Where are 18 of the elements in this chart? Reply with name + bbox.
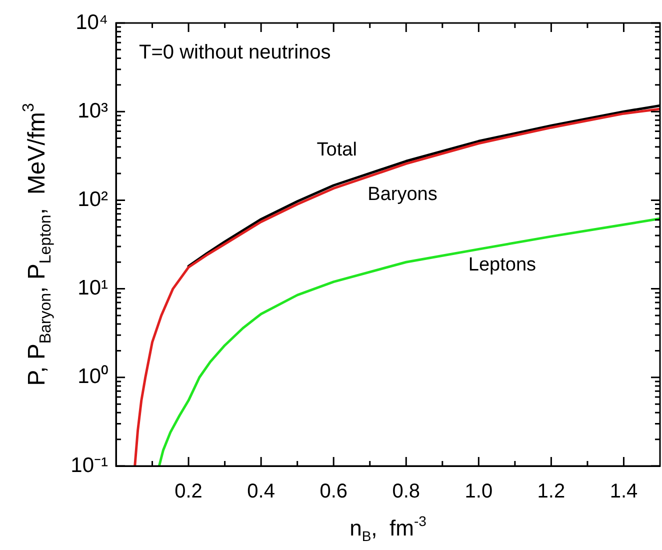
- x-tick-label: 0.2: [174, 480, 202, 503]
- series-label: Baryons: [368, 184, 438, 206]
- y-tick-label: 10²: [78, 188, 108, 211]
- y-tick-label: 10⁴: [76, 10, 108, 34]
- y-tick-label: 10⁰: [78, 365, 108, 388]
- y-tick-label: 10⁻¹: [70, 454, 108, 477]
- series-label: Total: [316, 140, 357, 161]
- series-label: Leptons: [468, 254, 536, 276]
- x-tick-label: 0.6: [320, 480, 348, 503]
- y-axis-title: P, PBaryon, PLepton, MeV/fm3: [20, 102, 54, 386]
- x-tick-label: 0.4: [247, 480, 275, 503]
- y-tick-label: 10³: [78, 99, 108, 122]
- x-tick-label: 1.2: [537, 480, 566, 503]
- annotation: T=0 without neutrinos: [139, 42, 331, 64]
- x-tick-label: 1.0: [464, 480, 493, 503]
- x-tick-label: 1.4: [610, 480, 638, 503]
- y-tick-label: 10¹: [78, 276, 108, 300]
- x-tick-label: 0.8: [392, 480, 420, 503]
